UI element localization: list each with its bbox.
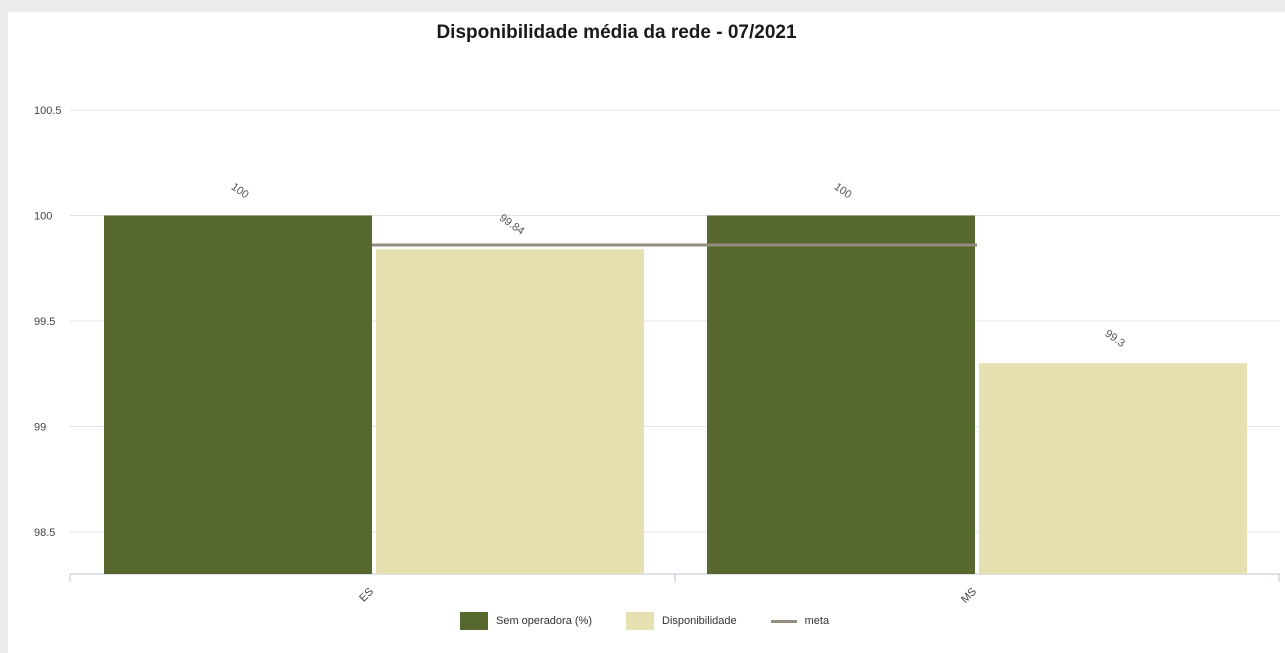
legend-swatch-disponibilidade [626, 612, 654, 630]
x-tick-label: MS [959, 586, 979, 606]
y-tick-label: 98.5 [34, 527, 55, 539]
x-tick-label: ES [357, 586, 376, 605]
legend-item-meta[interactable]: meta [770, 615, 830, 627]
y-tick-label: 99.5 [34, 316, 55, 328]
data-label: 100 [229, 181, 251, 201]
y-tick-label: 99 [34, 422, 46, 434]
legend-swatch-meta [770, 619, 797, 623]
legend-label-sem-operadora: Sem operadora (%) [496, 615, 592, 627]
legend-item-disponibilidade[interactable]: Disponibilidade [626, 612, 737, 630]
bar [104, 215, 372, 574]
legend-swatch-sem-operadora [460, 612, 488, 630]
chart-title: Disponibilidade média da rede - 07/2021 [436, 22, 797, 43]
bar [707, 215, 975, 574]
bar [979, 363, 1247, 574]
legend-item-sem-operadora[interactable]: Sem operadora (%) [460, 612, 592, 630]
legend-label-meta: meta [804, 615, 830, 627]
y-tick-label: 100.5 [34, 105, 62, 117]
legend: Sem operadora (%) Disponibilidade meta [460, 612, 863, 630]
bar [376, 249, 644, 574]
y-tick-label: 100 [34, 211, 52, 223]
data-label: 100 [832, 181, 854, 201]
legend-label-disponibilidade: Disponibilidade [662, 615, 737, 627]
data-label: 99.3 [1103, 328, 1127, 350]
